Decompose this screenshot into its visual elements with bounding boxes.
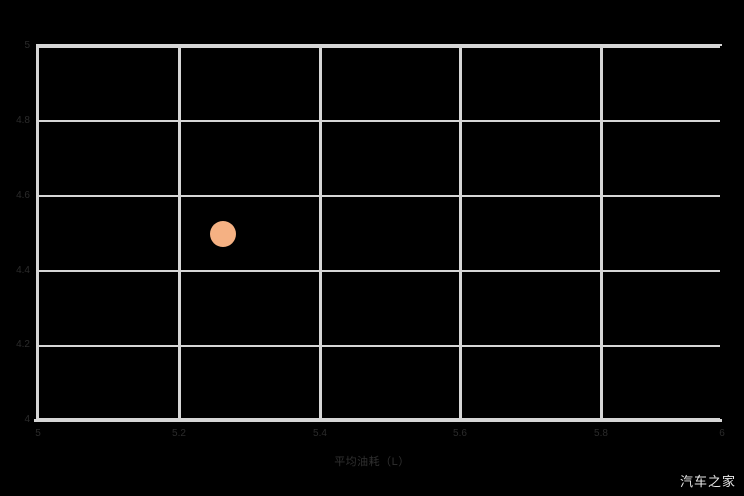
gridline-vertical bbox=[600, 46, 603, 420]
gridline-horizontal bbox=[36, 345, 720, 347]
y-tick-label: 5 bbox=[24, 40, 30, 51]
y-tick-label: 4.6 bbox=[16, 190, 30, 201]
x-tick-label: 6 bbox=[719, 428, 725, 439]
x-tick-label: 5.8 bbox=[594, 428, 608, 439]
gridline-vertical bbox=[178, 46, 181, 420]
watermark: 汽车之家 bbox=[679, 475, 736, 490]
x-tick-label: 5.2 bbox=[172, 428, 186, 439]
plot-top-border bbox=[36, 44, 722, 46]
data-point[interactable] bbox=[210, 221, 236, 247]
x-tick-label: 5.6 bbox=[453, 428, 467, 439]
x-tick-label: 5.4 bbox=[313, 428, 327, 439]
x-axis-line bbox=[34, 419, 722, 422]
gridline-horizontal bbox=[36, 120, 720, 122]
y-tick-label: 4.4 bbox=[16, 265, 30, 276]
y-tick-label: 4.2 bbox=[16, 339, 30, 350]
x-tick-label: 5 bbox=[35, 428, 41, 439]
plot-area bbox=[36, 46, 720, 420]
gridline-vertical bbox=[319, 46, 322, 420]
gridline-vertical bbox=[459, 46, 462, 420]
y-tick-label: 4 bbox=[24, 414, 30, 425]
y-tick-label: 4.8 bbox=[16, 115, 30, 126]
y-axis-line bbox=[36, 44, 39, 422]
gridline-horizontal bbox=[36, 46, 720, 48]
x-axis-title: 平均油耗（L） bbox=[334, 456, 410, 468]
gridline-horizontal bbox=[36, 195, 720, 197]
gridline-horizontal bbox=[36, 270, 720, 272]
